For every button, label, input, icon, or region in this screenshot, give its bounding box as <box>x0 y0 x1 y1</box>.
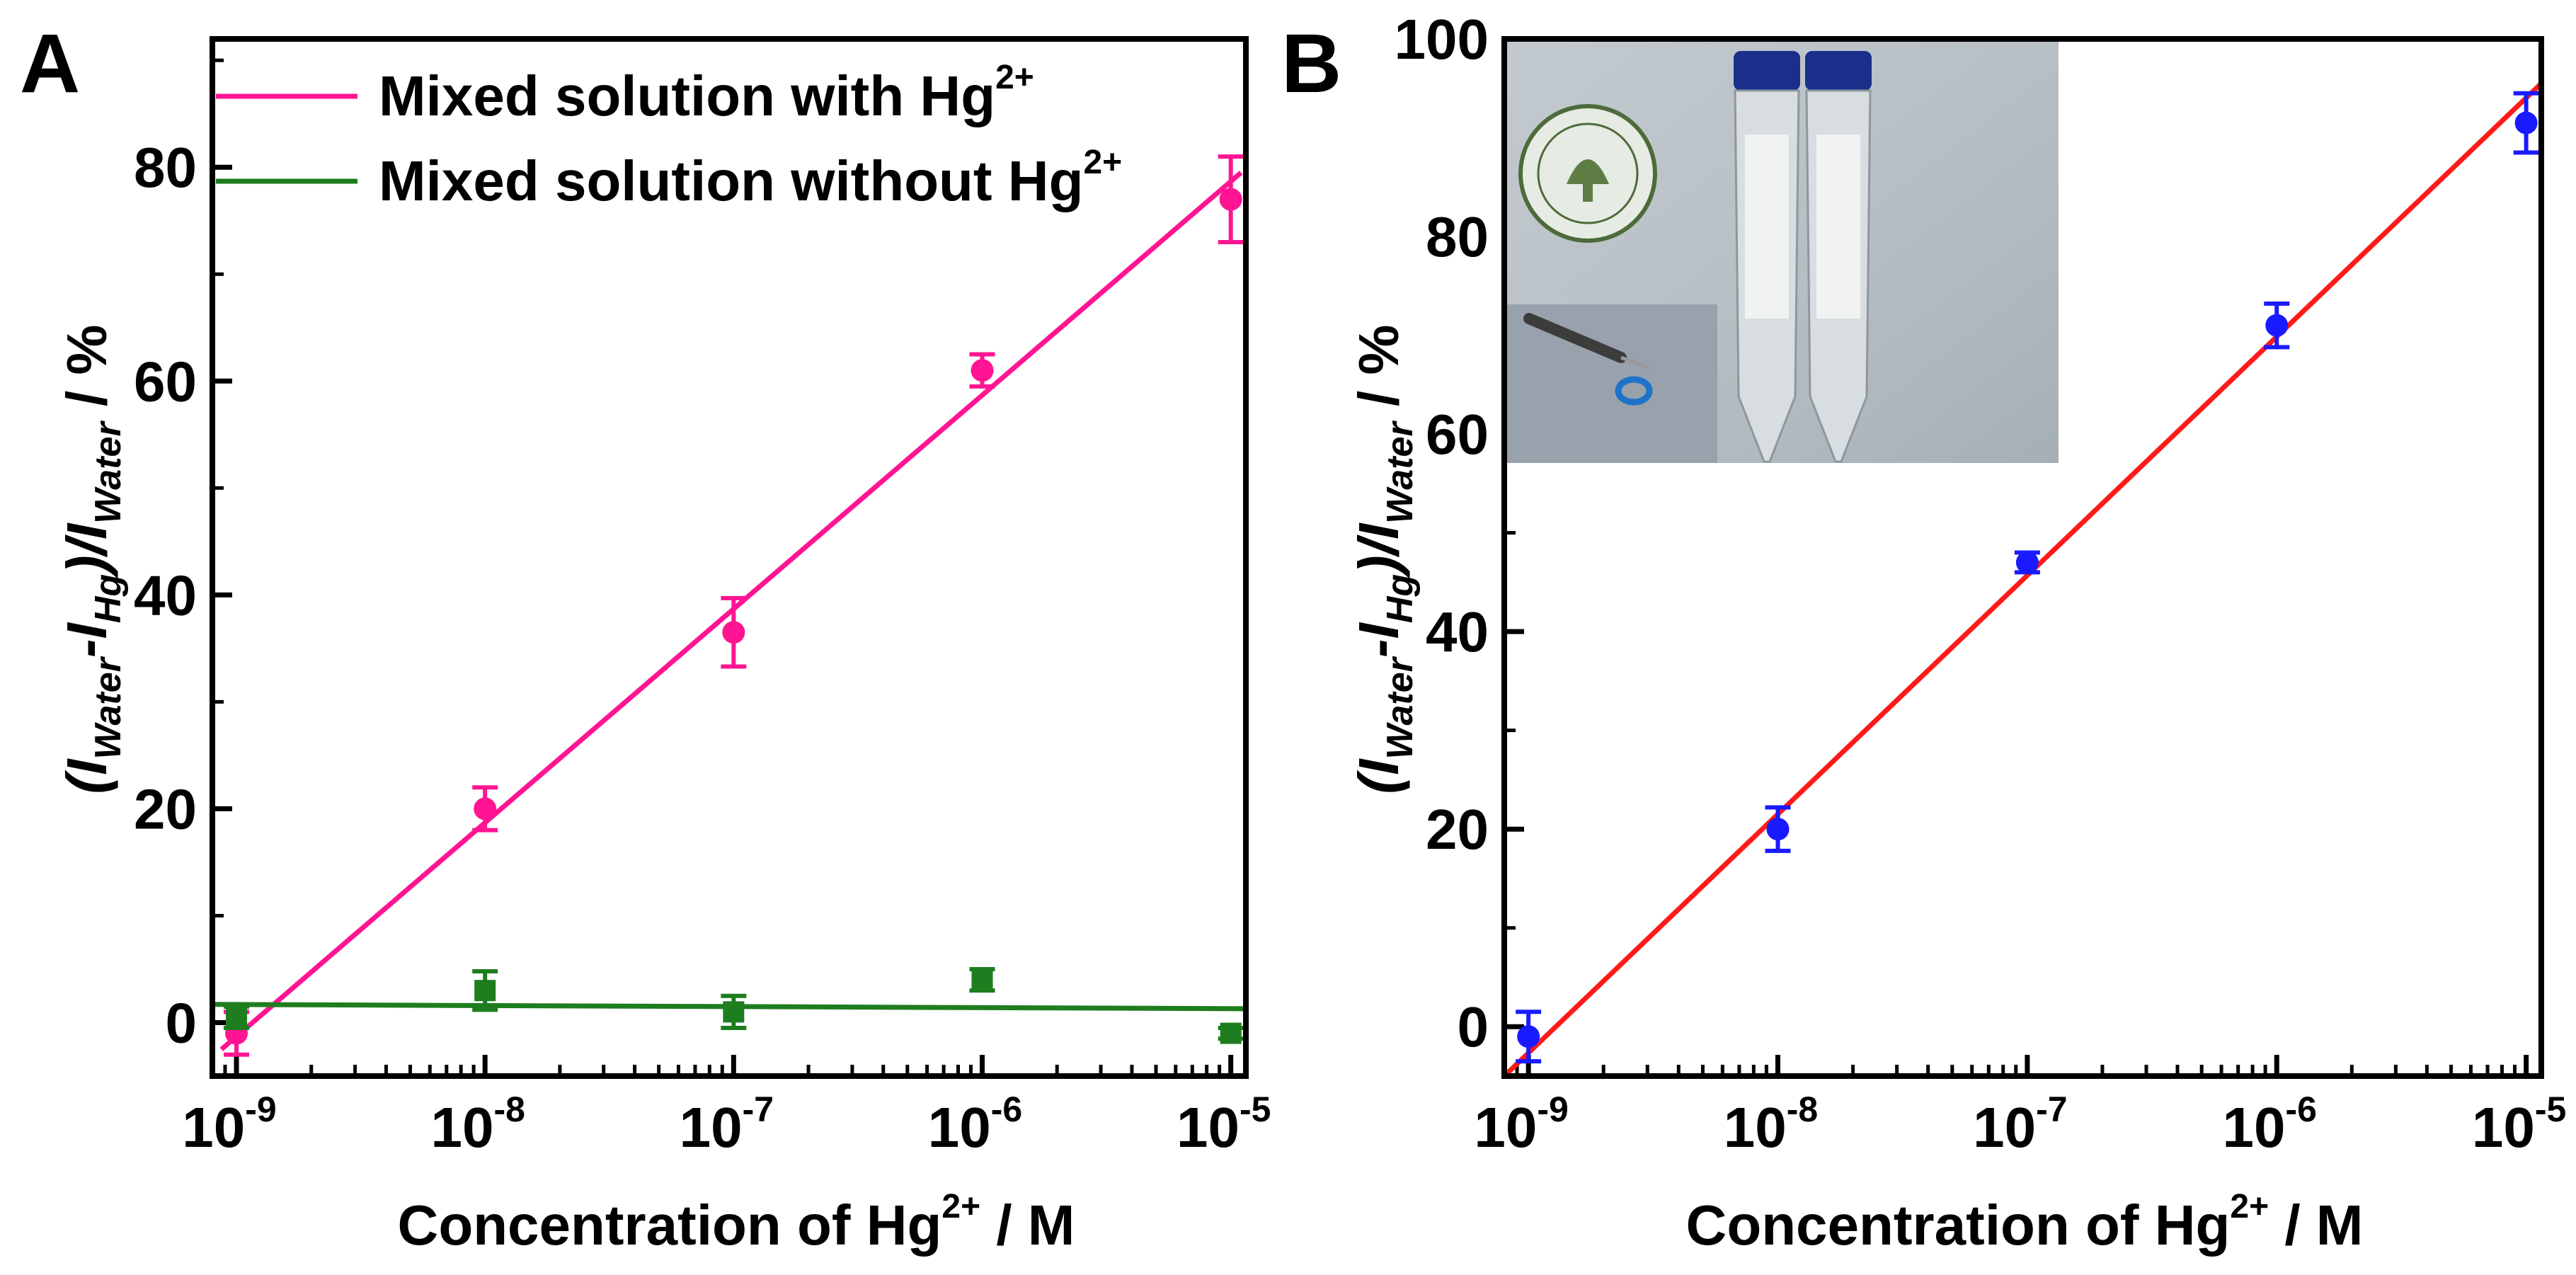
data-point <box>2514 111 2538 135</box>
panel-a-y-axis-title: (IWater-IHg)/IWater / % <box>55 324 129 794</box>
x-tick-label: 10-6 <box>928 1090 1022 1159</box>
data-point <box>1220 1022 1242 1044</box>
panel-a-plot-area <box>212 58 1247 1076</box>
data-point <box>723 1001 745 1023</box>
data-point <box>474 797 497 821</box>
x-tick-label: 10-7 <box>1973 1090 2067 1159</box>
x-tick-label: 10-5 <box>2472 1090 2566 1159</box>
x-tick-label: 10-8 <box>1724 1090 1818 1159</box>
panel-b-x-axis-title: Concentration of Hg2+ / M <box>1686 1188 2364 1257</box>
x-tick-label: 10-9 <box>1474 1090 1568 1159</box>
x-tick-label: 10-9 <box>182 1090 276 1159</box>
legend-label-without-hg: Mixed solution without Hg2+ <box>379 144 1122 212</box>
data-point <box>1766 818 1790 841</box>
data-point <box>971 969 993 991</box>
centrifuge-tube-left-icon <box>1734 51 1800 463</box>
y-tick-label: 100 <box>1395 8 1489 71</box>
panel-b-label: B <box>1281 17 1341 110</box>
panel-b: B <box>1281 8 2566 1257</box>
panel-a-x-axis-title: Concentration of Hg2+ / M <box>398 1188 1075 1257</box>
inset-syringe-photo <box>1506 304 1717 463</box>
y-tick-label: 80 <box>1426 205 1489 268</box>
panel-b-x-tick-labels: 10-9 10-8 10-7 10-6 10-5 <box>1474 1090 2566 1159</box>
centrifuge-tube-right-icon <box>1805 51 1872 463</box>
legend-label-with-hg: Mixed solution with Hg2+ <box>379 59 1034 127</box>
data-point <box>226 1006 248 1028</box>
data-point <box>971 359 994 382</box>
panel-a-frame <box>210 36 1249 1079</box>
x-tick-label: 10-7 <box>680 1090 774 1159</box>
y-tick-label: 80 <box>134 136 197 199</box>
x-tick-label: 10-6 <box>2223 1090 2317 1159</box>
y-tick-label: 40 <box>1426 600 1489 663</box>
panel-b-frame <box>1501 36 2544 1079</box>
y-tick-label: 60 <box>134 350 197 413</box>
panel-a-x-tick-labels: 10-9 10-8 10-7 10-6 10-5 <box>182 1090 1271 1159</box>
university-seal-icon <box>1518 104 1657 243</box>
panel-b-inset-photo <box>1506 42 2059 463</box>
y-tick-label: 0 <box>166 991 198 1054</box>
panel-a: A 0 20 40 60 80 10-9 10-8 10-7 10-6 10-5 Mixed s… <box>20 17 1271 1257</box>
data-point <box>474 980 496 1002</box>
data-point <box>2015 551 2039 574</box>
panel-a-y-tick-labels: 0 20 40 60 80 <box>134 136 197 1054</box>
y-tick-label: 20 <box>134 777 197 840</box>
fit-line <box>219 171 1243 1051</box>
y-tick-label: 60 <box>1426 403 1489 466</box>
y-tick-label: 40 <box>134 564 197 627</box>
data-point <box>722 621 745 644</box>
data-point <box>2265 314 2289 337</box>
data-point <box>1517 1025 1540 1048</box>
y-tick-label: 0 <box>1458 995 1489 1058</box>
panel-a-legend: Mixed solution with Hg2+ Mixed solution … <box>216 59 1122 212</box>
panel-a-label: A <box>20 17 80 110</box>
panel-b-y-axis-title: (IWater-IHg)/IWater / % <box>1347 324 1421 794</box>
panel-b-y-tick-labels: 0 20 40 60 80 100 <box>1395 8 1489 1058</box>
x-tick-label: 10-8 <box>430 1090 525 1159</box>
fit-line <box>1502 81 2543 1078</box>
y-tick-label: 20 <box>1426 798 1489 861</box>
data-point <box>1219 188 1242 211</box>
x-tick-label: 10-5 <box>1177 1090 1271 1159</box>
